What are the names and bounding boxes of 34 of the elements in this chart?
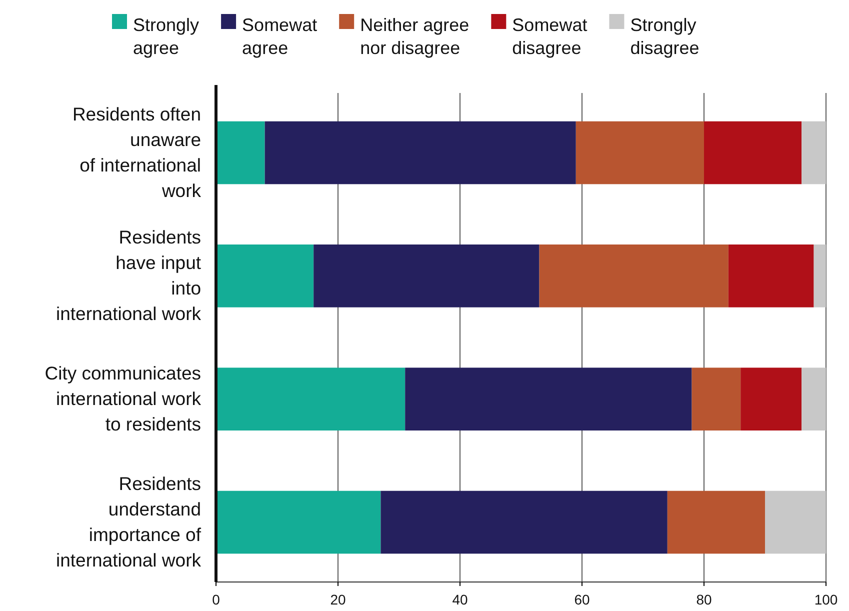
legend-label: Strongly disagree: [630, 15, 700, 58]
x-tick-label: 80: [696, 591, 712, 608]
bar: [740, 368, 802, 430]
bar: [216, 121, 265, 184]
bar: [380, 490, 668, 554]
bar: [667, 490, 765, 554]
x-tick-label: 0: [212, 591, 220, 608]
legend-label: Neither agree nor disagree: [360, 15, 470, 58]
bar: [216, 368, 406, 430]
bar: [728, 244, 814, 308]
x-tick-label: 40: [452, 591, 468, 608]
x-tick-label: 100: [814, 591, 838, 608]
bar: [216, 244, 314, 308]
legend-label: Somewat disagree: [512, 15, 588, 58]
bar: [802, 368, 826, 430]
bar: [692, 368, 741, 430]
legend-label: Somewat agree: [242, 15, 318, 58]
bar: [314, 244, 540, 308]
bar: [765, 490, 826, 554]
bar: [576, 121, 704, 184]
y-tick-label: Residents have input into international work: [56, 226, 202, 324]
bar: [539, 244, 728, 308]
y-tick-label: Residents often unaware of international work: [72, 103, 202, 201]
y-tick-label: City communicates international work to residents: [44, 362, 202, 435]
y-tick-label: Residents understand importance of international work: [56, 473, 202, 571]
legend-label: Strongly agree: [133, 15, 200, 58]
bar: [405, 368, 692, 430]
x-tick-label: 60: [574, 591, 590, 608]
bar: [704, 121, 802, 184]
bar: [802, 121, 826, 184]
x-tick-label: 20: [330, 591, 346, 608]
bar: [814, 244, 826, 308]
bar: [264, 121, 576, 184]
bar: [216, 490, 381, 554]
